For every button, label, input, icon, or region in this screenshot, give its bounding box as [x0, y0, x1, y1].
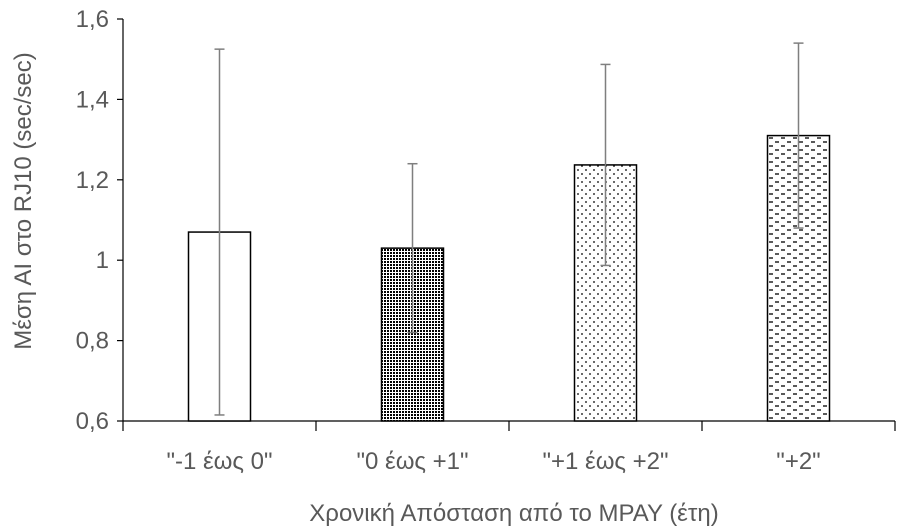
x-tick-label: "+2": [776, 448, 820, 475]
x-tick-label: "-1 έως 0": [166, 448, 272, 475]
y-axis: 0,6 0,8 1 1,2 1,4 1,6: [76, 6, 124, 435]
y-tick-label: 1,2: [76, 167, 109, 194]
x-axis-title: Χρονική Απόσταση από το ΜΡΑΥ (έτη): [309, 500, 718, 527]
x-tick-label: "+1 έως +2": [542, 448, 668, 475]
y-tick-label: 1,6: [76, 6, 109, 33]
y-tick-label: 1: [96, 247, 109, 274]
y-tick-label: 0,8: [76, 328, 109, 355]
y-tick-label: 1,4: [76, 86, 109, 113]
bars: [187, 134, 831, 422]
x-tick-label: "0 έως +1": [356, 448, 468, 475]
x-axis: "-1 έως 0" "0 έως +1" "+1 έως +2" "+2": [122, 420, 896, 475]
y-tick-label: 0,6: [76, 408, 109, 435]
bar: [380, 247, 445, 422]
error-bars: [214, 42, 804, 416]
y-axis-title: Μέση ΑΙ στο RJ10 (sec/sec): [10, 52, 37, 350]
